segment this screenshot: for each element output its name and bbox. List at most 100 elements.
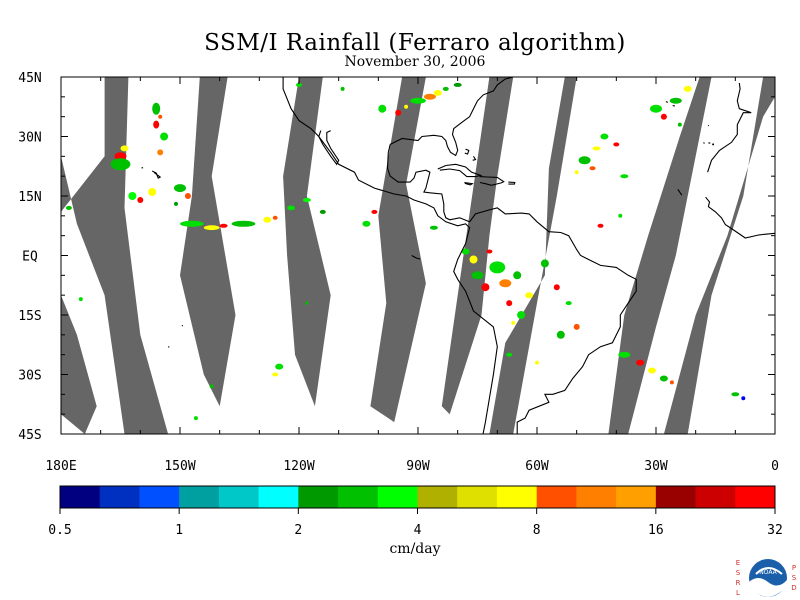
colorbar-swatch-4 [218,486,260,508]
map-title: SSM/I Rainfall (Ferraro algorithm) [204,30,626,56]
rain-cell-48 [513,271,522,280]
rain-cell-38 [453,82,462,87]
rain-cell-18 [263,216,272,223]
colorbar-swatch-9 [417,486,458,508]
rain-cell-40 [371,209,378,214]
lat-label: 15N [18,190,41,205]
coastline-21 [411,255,421,260]
rain-cell-16 [219,223,228,228]
rain-cell-2 [120,145,129,152]
rain-cell-35 [423,93,436,100]
colorbar-swatch-10 [457,486,498,508]
lon-label: 0 [771,459,779,474]
colorbar-swatch-5 [258,486,299,508]
colorbar-swatch-6 [298,486,339,508]
colorbar-swatch-11 [496,486,538,508]
rain-cell-23 [65,205,72,210]
coastlines [141,77,775,434]
rain-cell-78 [659,375,668,382]
rain-cell-46 [489,261,506,274]
coastline-11 [705,196,775,239]
rain-cell-50 [506,300,513,307]
lat-label: EQ [22,250,38,265]
rain-cell-63 [592,146,601,151]
rain-cell-82 [305,301,309,305]
rain-cell-75 [618,351,631,358]
colorbar-label: 1 [175,523,183,538]
lon-label: 120W [283,459,314,474]
rain-cell-4 [158,114,163,119]
rain-cell-37 [442,86,449,91]
rain-cell-10 [148,188,157,196]
colorbar-swatch-3 [179,486,220,508]
rain-cell-76 [636,359,645,366]
rain-cell-79 [669,380,674,385]
rain-cell-20 [287,205,296,211]
longitude-labels: 180E 150W 120W 90W 60W 30W 0 [45,459,779,474]
rain-cell-11 [174,184,186,193]
rain-cell-25 [275,363,284,370]
colorbar-label: 0.5 [48,523,71,538]
rain-cell-19 [272,215,278,220]
coastline-8 [464,148,470,155]
swath-gap-2 [283,77,331,407]
coastline-9 [472,156,477,161]
rain-cell-54 [553,284,560,291]
swath-gap-3 [370,77,426,423]
lat-label: 30S [18,369,41,384]
rain-cell-7 [157,149,164,156]
rain-cell-3 [152,102,161,115]
coastline-18 [677,188,683,196]
colorbar-label: 8 [533,523,541,538]
rain-cell-70 [650,104,662,113]
rain-cell-68 [618,213,623,218]
swath-gap-7 [663,77,775,434]
colorbar-swatch-7 [338,486,379,508]
colorbar-label: 2 [294,523,302,538]
rain-cell-22 [319,209,326,214]
swath-gap-8 [61,295,97,434]
coastline-15 [703,142,705,144]
rain-cell-73 [683,85,692,92]
rain-cell-13 [174,201,178,206]
lat-label: 45N [18,71,41,86]
rain-cell-32 [395,109,402,116]
rain-cell-24 [78,297,83,302]
rain-cell-81 [741,396,746,401]
rain-cell-12 [184,193,191,199]
swath-gap-6 [608,77,712,434]
rain-cells [65,82,746,421]
rain-cell-77 [648,367,656,374]
lat-label: 45S [18,428,41,443]
latitude-labels: 45N 30N 15N EQ 15S 30S 45S [18,71,41,443]
colorbar-label: 16 [648,523,664,538]
rain-cell-41 [429,225,438,230]
noaa-emblem: NOAA [749,559,787,597]
rain-cell-15 [203,225,220,231]
colorbar-units: cm/day [389,541,441,557]
coastline-4 [437,163,483,178]
rain-cell-74 [677,122,682,127]
rain-cell-59 [506,352,513,357]
rain-cell-55 [565,301,572,306]
rain-cell-58 [486,249,493,254]
colorbar-swatch-8 [377,486,418,508]
coastline-3 [389,77,514,157]
rain-cell-8 [128,192,137,200]
rain-cell-69 [597,223,604,228]
swath-gap-1 [180,77,236,407]
coastline-22 [181,324,184,327]
coastline-19 [151,170,162,179]
rain-cell-56 [556,330,565,339]
coastline-5 [479,176,505,186]
coastline-1 [318,130,340,166]
coastline-10 [707,82,752,173]
lon-label: 90W [406,459,430,474]
rain-cell-27 [209,384,214,389]
lat-label: 30N [18,131,41,146]
rain-cell-0 [114,152,127,161]
rain-cell-17 [231,220,256,227]
